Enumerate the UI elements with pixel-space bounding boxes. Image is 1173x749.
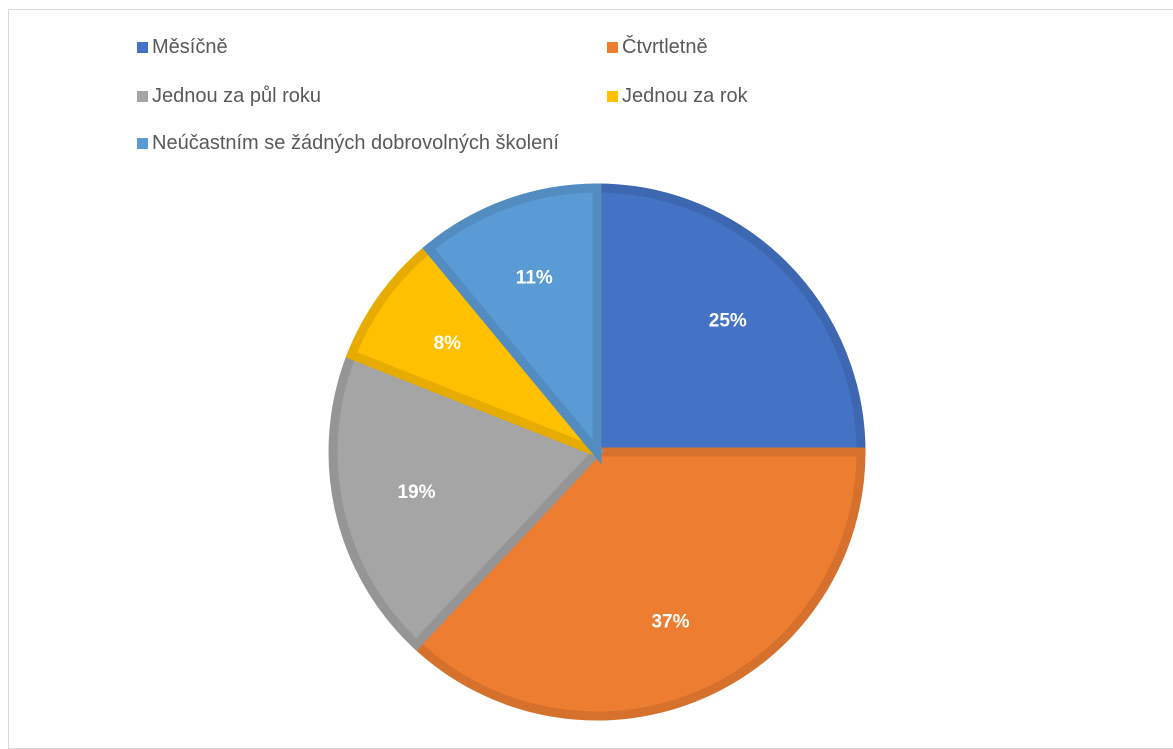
- legend-swatch-rok: [607, 91, 618, 102]
- legend-item-mesicne: Měsíčně: [137, 36, 228, 59]
- pie-slice-rok: [345, 242, 601, 457]
- legend-label-neucastnim: Neúčastním se žádných dobrovolných škole…: [152, 132, 559, 154]
- legend-item-neucastnim: Neúčastním se žádných dobrovolných škole…: [137, 132, 559, 155]
- slice-label-ctvrtletne: 37%: [651, 611, 689, 632]
- legend-swatch-ctvrtletne: [607, 42, 618, 53]
- pie-slice-mesicne: [592, 183, 866, 457]
- slice-label-rok: 8%: [434, 333, 462, 354]
- legend-swatch-pul-roku: [137, 91, 148, 102]
- legend-label-ctvrtletne: Čtvrtletně: [622, 36, 708, 58]
- slice-label-mesicne: 25%: [709, 311, 747, 332]
- slice-label-neucastnim: 11%: [516, 267, 553, 288]
- slice-label-pul-roku: 19%: [397, 482, 435, 503]
- pie-slice-ctvrtletne: [409, 447, 866, 721]
- legend-label-rok: Jednou za rok: [622, 85, 748, 107]
- legend-label-mesicne: Měsíčně: [152, 36, 228, 58]
- legend-item-pul-roku: Jednou za půl roku: [137, 85, 321, 108]
- legend-item-rok: Jednou za rok: [607, 85, 748, 108]
- legend-item-ctvrtletne: Čtvrtletně: [607, 36, 708, 59]
- legend-swatch-neucastnim: [137, 138, 148, 149]
- legend-swatch-mesicne: [137, 42, 148, 53]
- legend-label-pul-roku: Jednou za půl roku: [152, 85, 322, 107]
- pie-slice-neucastnim: [422, 183, 602, 465]
